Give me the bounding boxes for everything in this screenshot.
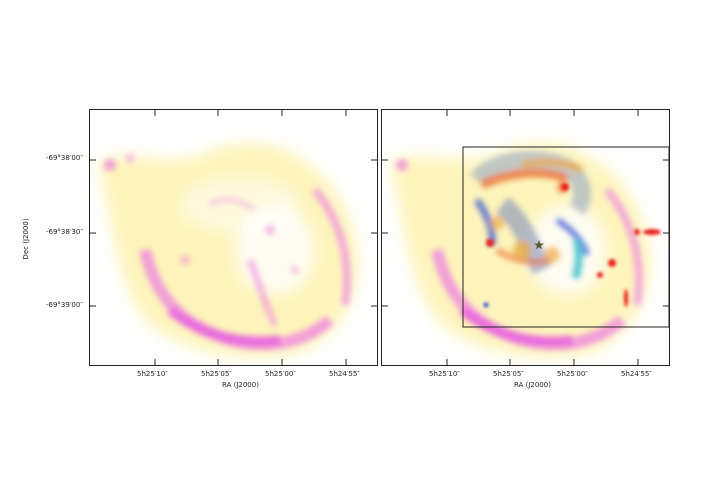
x-tick-label: 5h25′00″ bbox=[265, 370, 296, 378]
pink-filaments bbox=[104, 154, 351, 351]
pink-filaments bbox=[396, 159, 643, 351]
x-axis-label: RA (J2000) bbox=[222, 381, 259, 389]
x-tick-label: 5h25′00″ bbox=[557, 370, 588, 378]
y-tick-label: -69°38′00″ bbox=[46, 154, 83, 162]
y-axis-label: Dec (J2000) bbox=[22, 218, 30, 260]
right-ticks bbox=[382, 110, 669, 365]
x-axis-label: RA (J2000) bbox=[514, 381, 551, 389]
right-nebula-image bbox=[382, 110, 669, 365]
x-tick-label: 5h25′05″ bbox=[493, 370, 524, 378]
star-marker bbox=[534, 240, 544, 250]
x-tick-label: 5h25′10″ bbox=[137, 370, 168, 378]
inset-frame bbox=[462, 146, 669, 328]
x-tick-label: 5h25′10″ bbox=[429, 370, 460, 378]
left-nebula-image bbox=[90, 110, 377, 365]
x-tick-label: 5h24′55″ bbox=[621, 370, 652, 378]
right-image-panel bbox=[381, 109, 670, 366]
y-tick-label: -69°38′30″ bbox=[46, 228, 83, 236]
left-ticks bbox=[90, 110, 377, 365]
inset-composite bbox=[462, 146, 669, 328]
y-tick-label: -69°39′00″ bbox=[46, 301, 83, 309]
left-image-panel bbox=[89, 109, 378, 366]
x-tick-label: 5h24′55″ bbox=[329, 370, 360, 378]
x-tick-label: 5h25′05″ bbox=[201, 370, 232, 378]
